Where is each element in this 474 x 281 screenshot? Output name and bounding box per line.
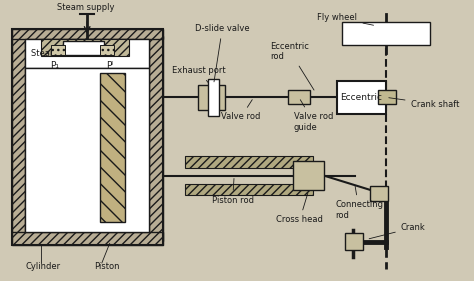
Text: Steam chest: Steam chest — [31, 49, 84, 58]
Bar — [12, 29, 163, 245]
Bar — [293, 161, 324, 191]
Bar — [12, 36, 26, 241]
Bar — [208, 79, 219, 116]
Bar — [185, 156, 312, 168]
Text: Valve rod: Valve rod — [221, 100, 261, 121]
Text: Cylinder: Cylinder — [26, 262, 61, 271]
Text: Exhaust port: Exhaust port — [173, 66, 226, 82]
Bar — [63, 42, 104, 55]
Bar — [288, 90, 310, 104]
Text: P₁: P₁ — [50, 62, 59, 71]
Text: Eccentric
rod: Eccentric rod — [271, 42, 314, 90]
Text: Piston rod: Piston rod — [211, 178, 254, 205]
Text: Eccentric: Eccentric — [340, 93, 383, 102]
Text: Pᴵ: Pᴵ — [106, 62, 113, 71]
Bar — [26, 68, 149, 232]
Text: Piston: Piston — [94, 262, 119, 271]
Bar — [345, 233, 363, 250]
Bar — [185, 183, 312, 195]
Bar — [370, 185, 388, 201]
Bar — [100, 46, 114, 55]
Text: Valve rod
guide: Valve rod guide — [294, 100, 333, 132]
Bar — [26, 38, 149, 68]
Bar — [100, 73, 126, 222]
Text: Fly wheel: Fly wheel — [318, 13, 374, 25]
Text: D-slide valve: D-slide valve — [195, 24, 250, 82]
Bar — [342, 22, 430, 46]
Bar — [378, 90, 396, 104]
Bar — [198, 85, 225, 110]
Text: Crank shaft: Crank shaft — [389, 98, 459, 109]
Text: Cross head: Cross head — [276, 193, 323, 224]
Bar — [12, 29, 163, 38]
Text: Connecting
rod: Connecting rod — [335, 186, 383, 220]
Bar — [12, 232, 163, 245]
Text: Steam supply: Steam supply — [57, 3, 115, 12]
Bar — [337, 81, 386, 114]
Bar — [51, 46, 64, 55]
Text: Crank: Crank — [369, 223, 426, 239]
Bar — [41, 38, 129, 56]
Bar — [149, 36, 163, 241]
